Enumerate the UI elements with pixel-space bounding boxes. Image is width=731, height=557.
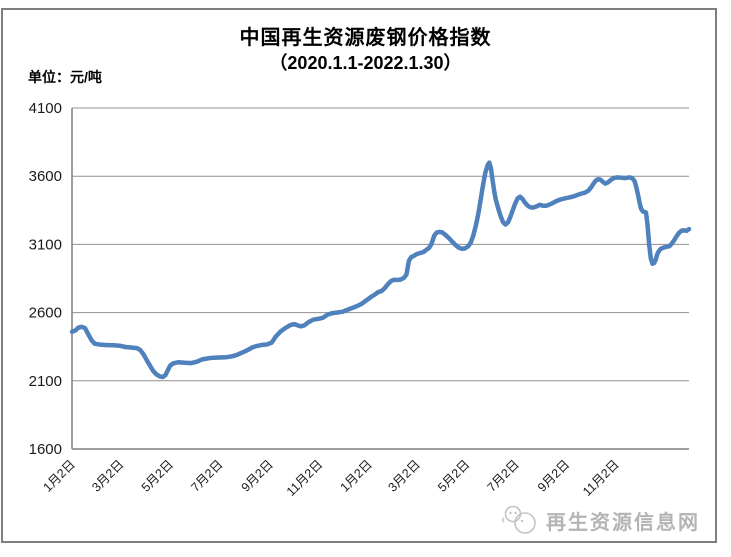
y-axis-tick-label: 1600 [29,441,62,458]
x-axis-tick-label: 9月2日 [239,457,276,494]
watermark: 再生资源信息网 [500,503,715,537]
watermark-site-name: 再生资源信息网 [546,511,700,534]
x-axis-tick-label: 11月2日 [284,457,326,499]
y-axis-tick-label: 3600 [29,168,62,185]
price-index-line [69,160,692,380]
chart-subtitle: （2020.1.1-2022.1.30） [269,53,462,73]
x-axis-tick-label: 3月2日 [89,457,126,494]
x-axis-tick-label: 7月2日 [485,457,522,494]
y-axis-tick-label: 3100 [29,236,62,253]
x-axis-tick-label: 3月2日 [386,457,423,494]
chart-title: 中国再生资源废钢价格指数 [239,27,492,49]
y-axis-tick-label: 2100 [29,373,62,390]
x-axis-tick-label: 1月2日 [41,457,78,494]
chart-frame-border [1,8,717,543]
unit-label: 单位：元/吨 [28,69,102,85]
mascot-logo-icon [501,505,536,534]
x-axis-tick-label: 7月2日 [188,457,225,494]
x-axis-tick-label: 5月2日 [139,457,176,494]
x-axis-tick-label: 11月2日 [580,457,622,499]
x-axis-tick-label: 9月2日 [535,457,572,494]
x-axis-tick-label: 1月2日 [338,457,375,494]
y-axis-tick-label: 4100 [29,100,62,117]
y-axis-tick-label: 2600 [29,305,62,322]
x-axis-tick-label: 5月2日 [435,457,472,494]
